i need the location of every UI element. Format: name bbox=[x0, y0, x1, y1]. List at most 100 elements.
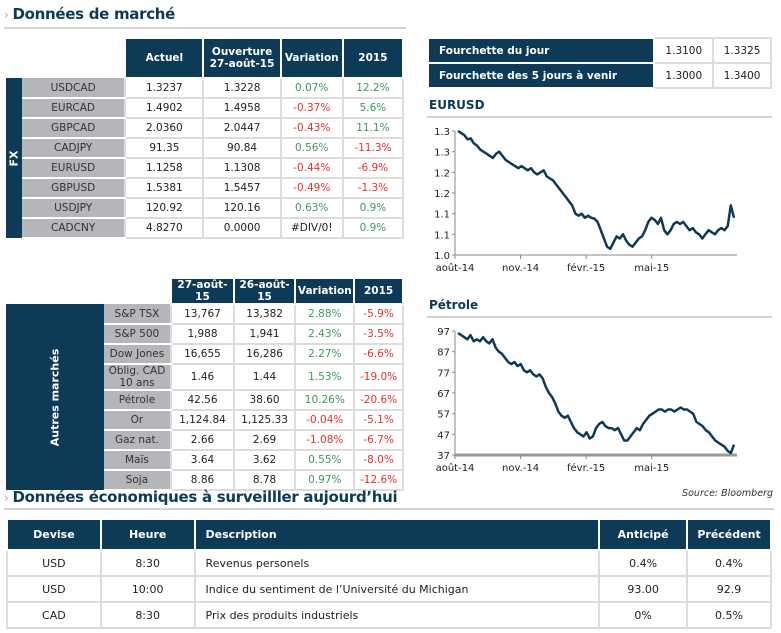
cell-prev: 16,286 bbox=[232, 343, 297, 365]
series-line bbox=[457, 332, 736, 455]
cell-ytd: -5.9% bbox=[353, 303, 404, 325]
divider bbox=[4, 508, 774, 510]
col-header: Description bbox=[193, 518, 601, 551]
cell-current: 42.56 bbox=[170, 389, 235, 411]
x-tick-label: mai-15 bbox=[634, 263, 669, 274]
cell-ytd: -5.1% bbox=[353, 409, 404, 431]
cell-current: 13,767 bbox=[170, 303, 235, 325]
cell-ytd: -3.5% bbox=[353, 323, 404, 345]
cell-current: 2.66 bbox=[170, 429, 235, 451]
range-high: 1.3325 bbox=[712, 37, 772, 64]
table-row: Gaz nat. 2.66 2.69 -1.08% -6.7% bbox=[6, 429, 404, 451]
cell-description: Prix des produits industriels bbox=[193, 601, 601, 629]
cell-change: 0.63% bbox=[279, 197, 344, 219]
cell-change: 10.26% bbox=[294, 389, 356, 411]
y-tick-label: 1.3 bbox=[434, 148, 450, 159]
cell-current: 3.64 bbox=[170, 449, 235, 471]
y-tick-label: 1.1 bbox=[434, 230, 450, 241]
cell-currency: USD bbox=[6, 575, 102, 603]
range-table: Fourchette du jour 1.3100 1.3325 Fourchett… bbox=[426, 37, 772, 89]
x-tick-label: août-14 bbox=[436, 262, 475, 274]
cell-change: -1.08% bbox=[294, 429, 356, 451]
row-label: Dow Jones bbox=[103, 344, 172, 365]
y-tick-label: 37 bbox=[437, 451, 450, 462]
col-header: 2015 bbox=[341, 37, 405, 79]
cell-ytd: -12.6% bbox=[353, 469, 404, 491]
cell-current: 120.92 bbox=[124, 197, 205, 219]
other-markets-table: 27-août-15 26-août-15 Variation 2015 Aut… bbox=[6, 277, 404, 491]
cell-prev: 3.62 bbox=[232, 449, 297, 471]
fx-table: Actuel Ouverture 27-août-15 Variation 201… bbox=[6, 37, 405, 239]
row-label: Maïs bbox=[103, 450, 172, 471]
row-label: S&P TSX bbox=[103, 304, 172, 325]
table-row: EURCAD 1.4902 1.4958 -0.37% 5.6% bbox=[6, 97, 405, 119]
cell-expected: 0% bbox=[598, 601, 689, 629]
cell-open: 0.0000 bbox=[202, 217, 282, 239]
cell-prev: 1.44 bbox=[232, 363, 297, 391]
row-label: Soja bbox=[103, 470, 172, 491]
cell-ytd: -6.7% bbox=[353, 429, 404, 451]
cell-prev: 38.60 bbox=[232, 389, 297, 411]
row-label: Oblig. CAD 10 ans bbox=[103, 364, 172, 391]
series-line bbox=[457, 129, 736, 251]
range-label: Fourchette du jour bbox=[426, 37, 656, 64]
y-tick-label: 47 bbox=[437, 430, 450, 441]
economic-title: › Données économiques à surveilller aujou… bbox=[4, 488, 398, 506]
col-header: Variation bbox=[279, 37, 344, 79]
col-header: Ouverture 27-août-15 bbox=[202, 37, 282, 79]
table-row: FX USDCAD 1.3237 1.3228 0.07% 12.2% bbox=[6, 77, 405, 238]
table-row: EURUSD 1.1258 1.1308 -0.44% -6.9% bbox=[6, 157, 405, 179]
oil-chart: 37 47 57 67 77 87 97 août-14 nov.-14 févr.-15 mai-… bbox=[436, 327, 737, 474]
x-tick-label: août-14 bbox=[436, 462, 475, 474]
range-high: 1.3400 bbox=[712, 62, 772, 89]
x-tick-label: nov.-14 bbox=[502, 463, 539, 474]
side-label: Autres marchés bbox=[6, 304, 104, 490]
cell-ytd: -11.3% bbox=[341, 137, 405, 159]
cell-time: 8:30 bbox=[99, 549, 196, 577]
cell-current: 8.86 bbox=[170, 469, 235, 491]
col-header: Devise bbox=[6, 518, 102, 551]
cell-prev: 2.69 bbox=[232, 429, 297, 451]
cell-change: -0.04% bbox=[294, 409, 356, 431]
oil-chart-title: Pétrole bbox=[429, 298, 479, 312]
cell-open: 1.1308 bbox=[202, 157, 282, 179]
cell-current: 1.5381 bbox=[124, 177, 205, 199]
cell-previous: 92.9 bbox=[686, 575, 772, 603]
cell-change: 0.56% bbox=[279, 137, 344, 159]
cell-ytd: 12.2% bbox=[341, 77, 405, 99]
row-label: Pétrole bbox=[103, 390, 172, 411]
col-header: Anticipé bbox=[598, 518, 689, 551]
cell-change: 2.27% bbox=[294, 343, 356, 365]
row-label: USDCAD bbox=[22, 78, 126, 99]
cell-prev: 1,941 bbox=[232, 323, 297, 345]
cell-current: 1,988 bbox=[170, 323, 235, 345]
range-label: Fourchette des 5 jours à venir bbox=[426, 62, 656, 89]
cell-time: 8:30 bbox=[99, 601, 196, 629]
cell-ytd: -6.6% bbox=[353, 343, 404, 365]
cell-change: 0.97% bbox=[294, 469, 356, 491]
chevron-right-icon: › bbox=[4, 8, 9, 22]
y-tick-label: 77 bbox=[437, 368, 450, 379]
table-row: Dow Jones 16,655 16,286 2.27% -6.6% bbox=[6, 343, 404, 365]
table-row: CAD 8:30 Prix des produits industriels 0% 0.… bbox=[6, 601, 772, 629]
cell-current: 2.0360 bbox=[124, 117, 205, 139]
cell-ytd: -20.6% bbox=[353, 389, 404, 411]
cell-description: Revenus personels bbox=[193, 549, 601, 577]
cell-open: 120.16 bbox=[202, 197, 282, 219]
cell-change: 0.55% bbox=[294, 449, 356, 471]
col-header: Variation bbox=[294, 277, 356, 305]
cell-currency: CAD bbox=[6, 601, 102, 629]
cell-ytd: 0.9% bbox=[341, 217, 405, 239]
cell-change: 2.88% bbox=[294, 303, 356, 325]
col-header: 27-août-15 bbox=[170, 277, 235, 305]
cell-change: -0.43% bbox=[279, 117, 344, 139]
row-label: CADJPY bbox=[22, 138, 126, 159]
row-label: USDJPY bbox=[22, 198, 126, 219]
y-tick-label: 97 bbox=[437, 327, 450, 338]
cell-expected: 93.00 bbox=[598, 575, 689, 603]
range-low: 1.3000 bbox=[653, 62, 715, 89]
row-label: Gaz nat. bbox=[103, 430, 172, 451]
cell-open: 2.0447 bbox=[202, 117, 282, 139]
range-low: 1.3100 bbox=[653, 37, 715, 64]
row-label: GBPUSD bbox=[22, 178, 126, 199]
